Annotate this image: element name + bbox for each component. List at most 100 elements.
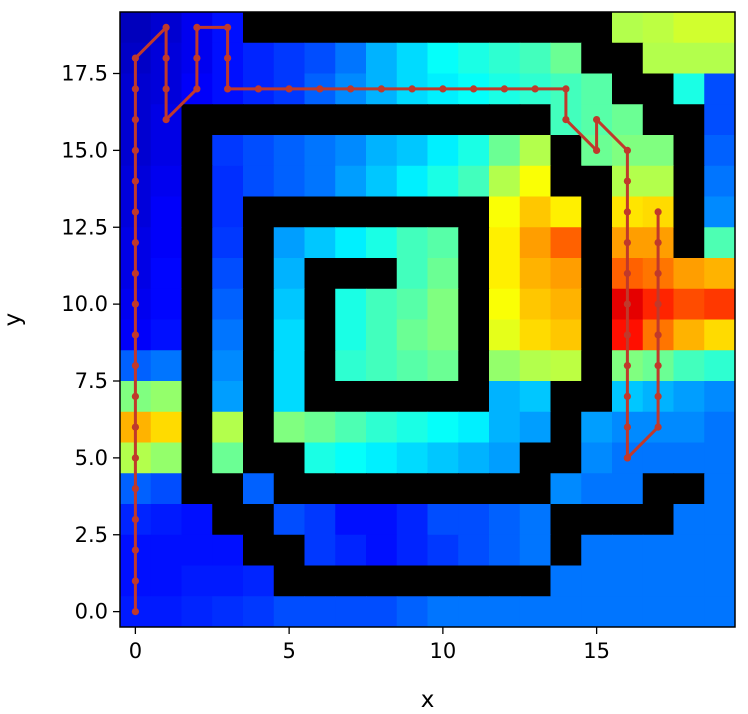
heat-cell [366, 319, 398, 351]
wall-cell [273, 104, 306, 136]
heat-cell [396, 165, 429, 198]
heat-cell [150, 135, 183, 167]
heat-cell [396, 534, 429, 567]
heat-cell [150, 165, 183, 198]
heat-cell [150, 504, 183, 536]
wall-cell [458, 12, 490, 44]
y-axis-ticks: 0.0 2.5 5.0 7.5 10.0 12.5 15.0 17.5 [61, 62, 120, 624]
heat-cell [120, 12, 152, 13]
heat-cell [458, 596, 490, 627]
wall-cell [519, 473, 552, 505]
heat-cell [673, 534, 705, 567]
path-point [131, 608, 139, 616]
heat-cell [273, 288, 306, 321]
wall-cell [181, 381, 213, 413]
wall-cell [642, 73, 675, 105]
path-point [408, 85, 416, 93]
heat-cell [612, 565, 644, 597]
wall-cell [396, 104, 429, 136]
heat-cell [673, 381, 705, 413]
heat-cell [704, 473, 735, 505]
wall-cell [366, 196, 398, 228]
heat-cell [489, 227, 521, 259]
heat-cell [673, 288, 705, 321]
heat-cell [550, 350, 582, 382]
heat-cell [704, 381, 735, 413]
heat-cell [150, 442, 183, 474]
heat-cell [150, 473, 183, 505]
heat-cell [150, 12, 183, 13]
wall-cell [181, 165, 213, 198]
wall-cell [458, 565, 490, 597]
heat-cell [458, 504, 490, 536]
x-tick-label: 10 [430, 639, 457, 663]
heat-cell [304, 42, 336, 75]
heat-cell [273, 381, 306, 413]
path-point [224, 54, 232, 62]
heat-cell [150, 411, 183, 444]
path-point [131, 116, 139, 124]
wall-cell [273, 196, 306, 228]
heat-cell [150, 319, 183, 351]
wall-cell [458, 319, 490, 351]
heat-cell [704, 596, 735, 627]
heat-cell [458, 42, 490, 75]
wall-cell [673, 473, 705, 505]
wall-cell [243, 442, 275, 474]
path-point [623, 208, 632, 216]
wall-cell [273, 534, 306, 567]
heat-cell [489, 258, 521, 290]
heat-cell [673, 73, 705, 105]
heat-cell [581, 596, 613, 627]
wall-cell [335, 12, 367, 44]
wall-cell [427, 565, 459, 597]
heat-cell [673, 319, 705, 351]
heat-cell [396, 135, 429, 167]
heat-cell [489, 350, 521, 382]
path-point [131, 54, 139, 62]
wall-cell [243, 504, 275, 536]
heat-cell [489, 42, 521, 75]
heat-cell [396, 411, 429, 444]
heat-cell [273, 227, 306, 259]
wall-cell [304, 565, 336, 597]
wall-cell [673, 135, 705, 167]
heat-cell [212, 411, 244, 444]
wall-cell [335, 473, 367, 505]
wall-cell [519, 12, 552, 44]
heat-cell [427, 42, 459, 75]
wall-cell [181, 288, 213, 321]
heat-cell [273, 319, 306, 351]
wall-cell [550, 381, 582, 413]
heat-cell [304, 442, 336, 474]
path-point [347, 85, 355, 93]
wall-cell [550, 165, 582, 198]
heat-cell [212, 165, 244, 198]
heat-cell [612, 473, 644, 505]
path-point [654, 300, 662, 308]
heat-cell [489, 596, 521, 627]
heat-cell [427, 411, 459, 444]
heat-cell [519, 227, 552, 259]
wall-cell [212, 104, 244, 136]
y-tick-label: 7.5 [75, 369, 108, 393]
path-point [439, 85, 447, 93]
heat-cell [212, 350, 244, 382]
heat-cell [427, 165, 459, 198]
path-point [623, 454, 632, 462]
heat-cell [581, 565, 613, 597]
wall-cell [304, 350, 336, 382]
path-point [131, 239, 139, 247]
wall-cell [335, 104, 367, 136]
heat-cell [550, 596, 582, 627]
path-point [131, 454, 139, 462]
heat-cell [673, 350, 705, 382]
heat-cell [366, 12, 398, 13]
heat-cell [304, 165, 336, 198]
heat-cell [642, 596, 675, 627]
heat-cell [181, 534, 213, 567]
heat-cell [150, 381, 183, 413]
path-point [162, 116, 170, 124]
heat-cell [581, 411, 613, 444]
